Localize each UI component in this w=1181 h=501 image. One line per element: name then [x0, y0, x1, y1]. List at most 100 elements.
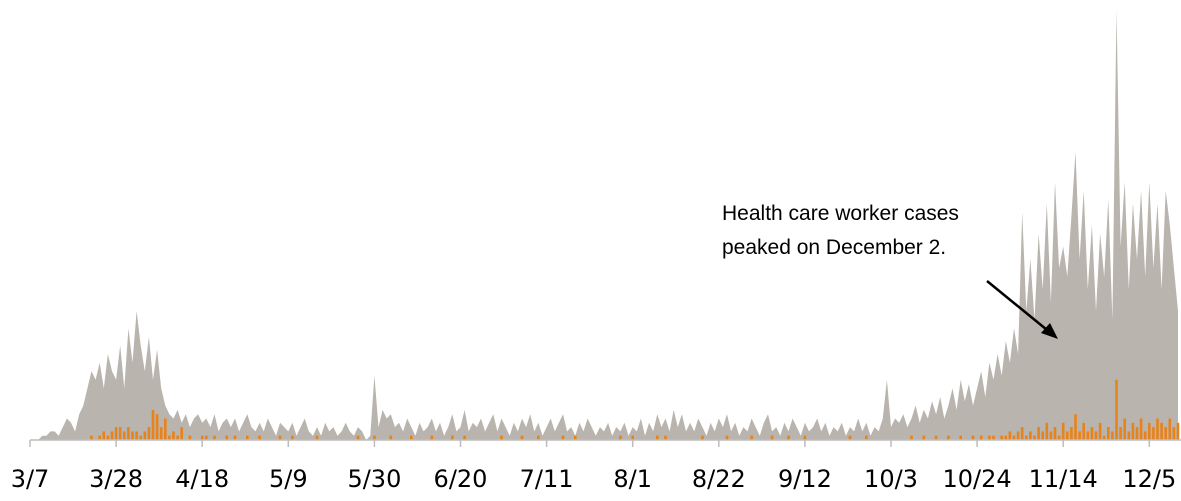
bar [200, 435, 204, 440]
bar [151, 409, 155, 440]
bar [225, 435, 229, 440]
bar [246, 435, 249, 440]
bar [1168, 418, 1172, 440]
bar [1078, 431, 1081, 440]
bar [787, 435, 790, 440]
bar [90, 435, 93, 440]
bar [561, 435, 565, 440]
bar [176, 435, 179, 440]
bar [1127, 431, 1131, 440]
bar [1070, 427, 1073, 440]
bar [164, 418, 167, 440]
bar [934, 435, 938, 440]
bar [1148, 422, 1151, 440]
x-tick-label: 5/30 [347, 465, 401, 493]
bar [1025, 435, 1028, 440]
bar [1016, 431, 1020, 440]
bar [233, 435, 237, 440]
bar [865, 435, 868, 440]
x-tick-label: 8/1 [613, 465, 652, 493]
bar [213, 435, 216, 440]
bar [1037, 427, 1040, 440]
bar [430, 435, 434, 440]
bar [1041, 431, 1044, 440]
bar [98, 435, 101, 440]
bar [1102, 435, 1106, 440]
bar [1098, 422, 1102, 440]
bar [1160, 422, 1163, 440]
bar [910, 435, 913, 440]
area [30, 10, 1178, 440]
bar [1066, 431, 1069, 440]
bar [971, 435, 975, 440]
x-tick-label: 4/18 [175, 465, 229, 493]
bar [574, 435, 577, 440]
bar [159, 427, 163, 440]
bar [110, 431, 114, 440]
x-tick-label: 9/12 [778, 465, 832, 493]
bar [725, 435, 729, 440]
bar [1119, 427, 1122, 440]
bar [770, 435, 774, 440]
x-tick-label: 7/11 [520, 465, 574, 493]
x-tick-label: 3/7 [11, 465, 50, 493]
bar [451, 435, 454, 440]
x-tick-label: 12/5 [1122, 465, 1176, 493]
bar [1111, 431, 1114, 440]
bar [848, 435, 852, 440]
bar [1045, 422, 1049, 440]
bar [102, 431, 106, 440]
bar [1131, 422, 1135, 440]
bar [1115, 379, 1118, 440]
bar [992, 435, 995, 440]
bar [1164, 427, 1167, 440]
bar [1172, 427, 1176, 440]
bar [278, 435, 282, 440]
bar [1139, 418, 1143, 440]
bar [1082, 422, 1085, 440]
x-tick-label: 3/28 [89, 465, 143, 493]
bar [143, 431, 147, 440]
bar [1094, 431, 1098, 440]
bar [1152, 427, 1155, 440]
bar [656, 435, 659, 440]
bar [1123, 418, 1126, 440]
bar [619, 435, 622, 440]
bar [1061, 422, 1065, 440]
bar [631, 435, 634, 440]
bar [123, 431, 126, 440]
bar [500, 435, 503, 440]
bar [537, 435, 540, 440]
bar [1004, 435, 1008, 440]
bar [1053, 427, 1057, 440]
bar [922, 435, 926, 440]
bar [701, 435, 704, 440]
bar [1020, 427, 1024, 440]
bar [147, 427, 151, 440]
bar [1074, 414, 1077, 440]
bar [947, 435, 950, 440]
x-tick-label: 6/20 [434, 465, 488, 493]
bar [750, 435, 753, 440]
bar [114, 427, 118, 440]
bar [1176, 422, 1180, 440]
bar [959, 435, 962, 440]
bar [139, 435, 142, 440]
bar [1086, 431, 1090, 440]
bar [988, 435, 991, 440]
bar [172, 431, 175, 440]
bar [356, 435, 360, 440]
bar [1033, 435, 1036, 440]
bar [664, 435, 667, 440]
bar [463, 435, 466, 440]
bar [1029, 431, 1032, 440]
bar [127, 427, 130, 440]
bar [180, 427, 183, 440]
x-tick-label: 10/3 [864, 465, 918, 493]
bar [1143, 431, 1147, 440]
bar [155, 414, 159, 440]
bar [168, 435, 171, 440]
bar [135, 431, 138, 440]
